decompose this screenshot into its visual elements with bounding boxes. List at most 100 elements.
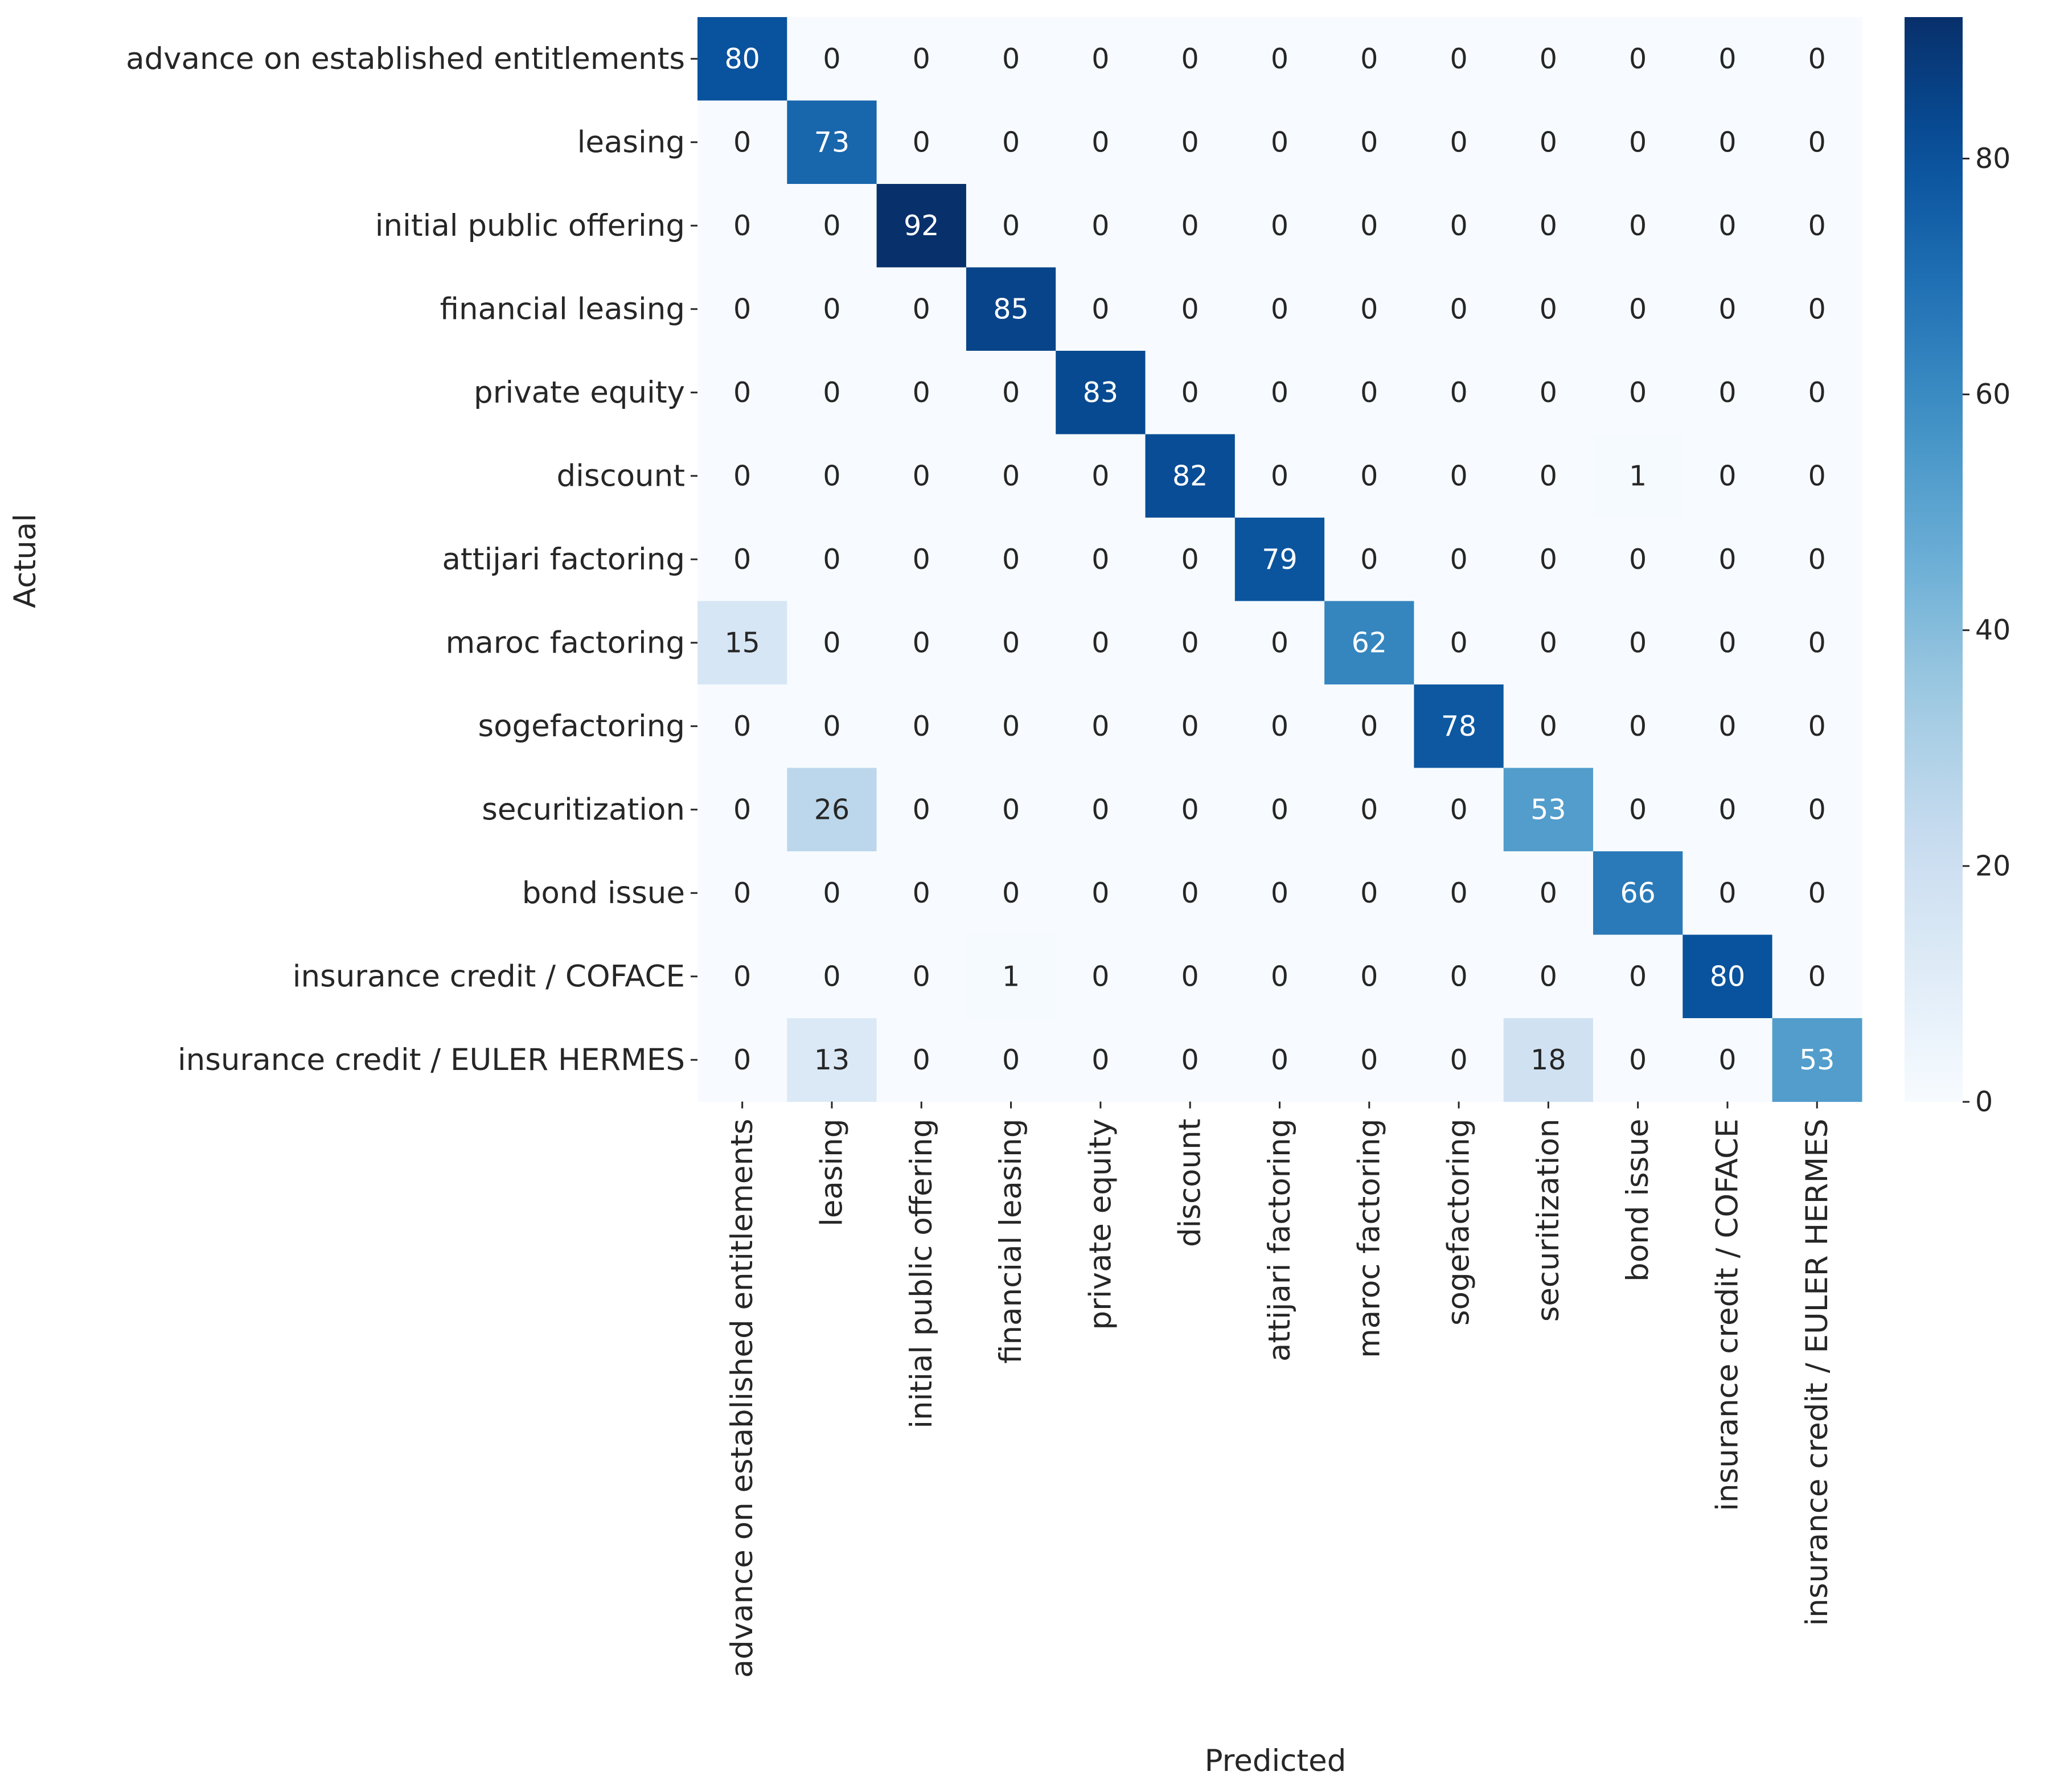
x-tick-label: financial leasing xyxy=(994,1119,1028,1364)
heatmap-cell xyxy=(697,351,787,435)
heatmap-cell xyxy=(1414,684,1504,769)
cell-value-label: 0 xyxy=(1360,1044,1378,1076)
cell-value-label: 0 xyxy=(823,43,840,75)
heatmap-cell xyxy=(876,518,967,602)
heatmap-cell xyxy=(1234,768,1325,852)
cell-value-label: 0 xyxy=(1808,376,1826,409)
heatmap-cell xyxy=(1503,267,1594,351)
cell-value-label: 0 xyxy=(1450,126,1467,158)
heatmap-cell xyxy=(1593,267,1683,351)
cell-value-label: 0 xyxy=(1450,877,1467,909)
heatmap-cell xyxy=(1683,100,1773,184)
cell-value-label: 0 xyxy=(1002,210,1020,242)
cell-value-label: 0 xyxy=(1808,43,1826,75)
heatmap-cell xyxy=(1234,1018,1325,1102)
cell-value-label: 18 xyxy=(1530,1044,1566,1076)
heatmap-cell xyxy=(1324,1018,1414,1102)
cell-value-label: 0 xyxy=(1450,460,1467,492)
heatmap-cell xyxy=(966,601,1056,685)
cell-value-label: 0 xyxy=(1360,210,1378,242)
cell-value-label: 0 xyxy=(823,626,840,659)
cell-value-label: 0 xyxy=(1718,210,1736,242)
y-tick-label: advance on established entitlements xyxy=(126,42,685,76)
cell-value-label: 0 xyxy=(1091,626,1109,659)
cell-value-label: 0 xyxy=(1540,960,1557,993)
cell-value-label: 73 xyxy=(814,126,850,158)
cell-value-label: 92 xyxy=(904,210,939,242)
colorbar-tick-label: 80 xyxy=(1975,142,2010,175)
cell-value-label: 53 xyxy=(1799,1044,1835,1076)
heatmap-cell xyxy=(1593,851,1683,936)
cell-value-label: 0 xyxy=(1091,877,1109,909)
heatmap-cell xyxy=(966,351,1056,435)
heatmap-cell xyxy=(966,17,1056,101)
cell-value-label: 0 xyxy=(1540,877,1557,909)
cell-value-label: 0 xyxy=(1360,710,1378,743)
cell-value-label: 0 xyxy=(1808,710,1826,743)
heatmap-cell xyxy=(697,434,787,518)
heatmap-cell xyxy=(697,851,787,936)
y-tick-label: private equity xyxy=(474,375,685,410)
cell-value-label: 0 xyxy=(1360,877,1378,909)
cell-value-label: 0 xyxy=(1808,210,1826,242)
heatmap-cell xyxy=(1772,1018,1862,1102)
cell-value-label: 0 xyxy=(913,710,930,743)
x-axis-title: Predicted xyxy=(1205,1744,1347,1778)
cell-value-label: 0 xyxy=(1002,460,1020,492)
cell-value-label: 0 xyxy=(1540,543,1557,576)
heatmap-cell xyxy=(1234,267,1325,351)
cell-value-label: 0 xyxy=(1360,376,1378,409)
cell-value-label: 66 xyxy=(1620,877,1655,909)
heatmap-cell xyxy=(1503,768,1594,852)
x-tick-label: securitization xyxy=(1531,1119,1566,1322)
heatmap-cell xyxy=(1683,684,1773,769)
cell-value-label: 0 xyxy=(913,1044,930,1076)
heatmap-cell xyxy=(697,267,787,351)
heatmap-cell xyxy=(1234,351,1325,435)
x-tick-label: maroc factoring xyxy=(1352,1119,1386,1358)
heatmap-cell xyxy=(787,1018,877,1102)
x-tick-label: sogefactoring xyxy=(1442,1119,1476,1326)
cell-value-label: 0 xyxy=(1181,1044,1199,1076)
heatmap-cell xyxy=(1234,601,1325,685)
heatmap-cell xyxy=(1683,1018,1773,1102)
cell-value-label: 0 xyxy=(1808,293,1826,325)
heatmap-cell xyxy=(697,17,787,101)
heatmap-cell xyxy=(876,934,967,1019)
cell-value-label: 0 xyxy=(1629,960,1647,993)
y-tick-label: insurance credit / EULER HERMES xyxy=(178,1043,685,1077)
heatmap-cell xyxy=(1772,184,1862,268)
cell-value-label: 0 xyxy=(1540,43,1557,75)
heatmap-cell xyxy=(697,934,787,1019)
heatmap-cell xyxy=(876,100,967,184)
heatmap-cell xyxy=(1145,100,1236,184)
y-tick-label: attijari factoring xyxy=(442,542,685,577)
heatmap-cell xyxy=(697,601,787,685)
heatmap-cell xyxy=(1503,184,1594,268)
cell-value-label: 0 xyxy=(1091,793,1109,826)
heatmap-cell xyxy=(1234,518,1325,602)
heatmap-cell xyxy=(1772,267,1862,351)
cell-value-label: 0 xyxy=(1181,376,1199,409)
cell-value-label: 0 xyxy=(1540,460,1557,492)
cell-value-label: 0 xyxy=(1181,126,1199,158)
cell-value-label: 0 xyxy=(1091,460,1109,492)
cell-value-label: 0 xyxy=(1091,126,1109,158)
heatmap-cell xyxy=(1772,100,1862,184)
cell-value-label: 0 xyxy=(1808,460,1826,492)
y-axis: advance on established entitlements leasi… xyxy=(126,42,697,1077)
heatmap-cell xyxy=(1056,184,1146,268)
colorbar-tick-label: 60 xyxy=(1975,378,2010,411)
heatmap-cell xyxy=(876,434,967,518)
cell-value-label: 0 xyxy=(1271,960,1288,993)
x-axis: advance on established entitlements leasi… xyxy=(725,1101,1835,1678)
x-tick-label: insurance credit / COFACE xyxy=(1710,1119,1745,1511)
x-tick-label: discount xyxy=(1173,1119,1208,1248)
y-tick-label: initial public offering xyxy=(375,208,685,243)
cell-value-label: 0 xyxy=(733,960,751,993)
heatmap-cell xyxy=(1056,434,1146,518)
heatmap-cell xyxy=(1683,518,1773,602)
heatmap-cell xyxy=(1683,434,1773,518)
cell-value-label: 0 xyxy=(1181,43,1199,75)
heatmap-cell xyxy=(787,100,877,184)
